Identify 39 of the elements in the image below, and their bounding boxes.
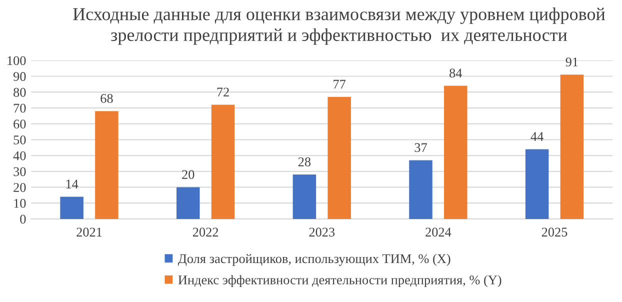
y-tick-label: 30: [14, 167, 26, 176]
bar: [328, 96, 351, 219]
bar: [176, 187, 200, 219]
data-label: 14: [66, 180, 78, 188]
bar: [444, 86, 468, 219]
x-tick-label: 2022: [192, 228, 218, 237]
y-tick-label: 70: [14, 104, 26, 113]
y-tick-label: 90: [13, 72, 26, 81]
data-label: 72: [217, 88, 229, 96]
data-label: 84: [450, 68, 462, 78]
data-label: 77: [334, 80, 346, 88]
y-tick-label: 10: [14, 198, 26, 208]
y-tick-label: 50: [14, 135, 26, 144]
data-label: 37: [414, 143, 427, 152]
y-tick-label: 100: [8, 56, 26, 66]
bar: [211, 104, 235, 219]
chart-title: Исходные данные для оценки взаимосвязи между уровнем цифровой зрелости предприятий и эффективностью их деятельности: [73, 8, 605, 45]
y-tick-label: 80: [14, 88, 26, 97]
data-label: 28: [298, 157, 311, 166]
legend-label: Доля застройщиков, использующих ТИМ, % (X): [178, 254, 450, 266]
data-label: 44: [530, 132, 544, 141]
bar: [60, 196, 84, 219]
y-tick-label: 40: [13, 151, 26, 160]
y-tick-label: 20: [14, 183, 26, 192]
x-tick-label: 2023: [309, 228, 335, 237]
y-tick-label: 0: [20, 214, 26, 224]
data-label: 20: [182, 170, 194, 180]
y-tick-label: 60: [14, 120, 26, 129]
bar: [409, 160, 432, 219]
bar: [292, 174, 316, 219]
x-tick-label: 2021: [76, 228, 102, 237]
bar: [525, 149, 549, 219]
bar: [95, 111, 118, 219]
data-label: 68: [100, 94, 113, 103]
x-tick-label: 2024: [426, 228, 452, 237]
data-label: 91: [566, 58, 578, 66]
bar: [560, 74, 584, 219]
legend-label: Индекс эффективности деятельности предприятия, % (Y): [178, 275, 502, 288]
x-tick-label: 2025: [542, 228, 568, 237]
